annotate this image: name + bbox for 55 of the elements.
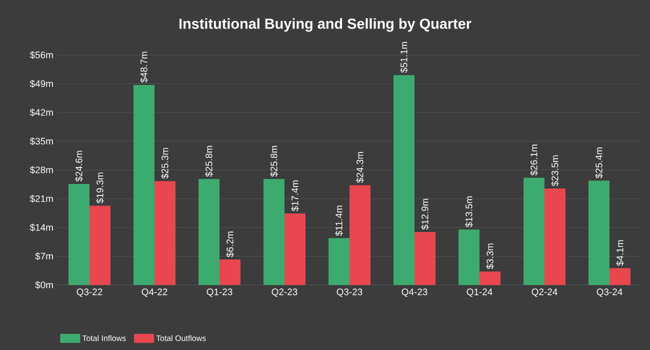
x-tick-label: Q3-24 <box>596 288 622 297</box>
y-tick-label: $42m <box>30 108 53 116</box>
data-label: $23.5m <box>551 155 559 186</box>
bar <box>480 271 501 285</box>
data-label: $25.4m <box>595 148 603 178</box>
data-label: $25.8m <box>270 146 278 177</box>
x-tick-label: Q4-23 <box>402 288 428 297</box>
x-tick-label: Q1-24 <box>466 288 492 297</box>
y-tick-label: $21m <box>30 194 53 203</box>
data-label: $11.4m <box>335 206 343 236</box>
bar <box>284 214 306 285</box>
data-label: $4.1m <box>616 240 624 266</box>
bar <box>524 178 545 285</box>
x-tick-label: Q1-23 <box>206 288 232 297</box>
data-label: $3.3m <box>486 244 494 270</box>
data-label: $51.1m <box>400 42 408 73</box>
data-label: $19.3m <box>96 172 104 204</box>
bar <box>198 179 220 285</box>
data-label: $12.9m <box>421 198 429 230</box>
data-label: $17.4m <box>291 180 299 212</box>
bar <box>134 84 155 285</box>
x-tick-label: Q4-22 <box>142 288 168 297</box>
bar <box>588 180 610 285</box>
data-label: $6.2m <box>226 232 234 258</box>
bar <box>68 184 90 285</box>
bar <box>610 268 631 285</box>
data-label: $25.8m <box>205 146 213 177</box>
x-tick-label: Q2-23 <box>272 288 298 297</box>
data-label: $24.6m <box>75 150 83 182</box>
data-label: $26.1m <box>530 144 538 176</box>
data-label: $24.3m <box>356 152 364 183</box>
bar <box>394 75 415 285</box>
x-tick-label: Q3-22 <box>76 288 102 297</box>
bar <box>154 181 176 285</box>
y-tick-label: $0m <box>35 281 53 289</box>
y-tick-label: $28m <box>30 166 53 174</box>
bar <box>328 238 350 285</box>
bar <box>264 179 285 285</box>
y-tick-label: $49m <box>30 80 53 88</box>
bar <box>414 232 436 285</box>
y-tick-label: $35m <box>30 137 53 146</box>
chart-title: Institutional Buying and Selling by Quarter <box>179 18 472 32</box>
bar <box>350 185 371 285</box>
x-tick-label: Q3-23 <box>336 288 362 297</box>
data-label: $48.7m <box>140 52 148 83</box>
data-label: $25.3m <box>161 148 169 179</box>
bar <box>220 260 241 285</box>
bar <box>458 230 480 285</box>
x-tick-label: Q2-24 <box>532 288 558 297</box>
y-tick-label: $56m <box>30 51 53 59</box>
data-label: $13.5m <box>465 196 473 228</box>
bar <box>544 188 566 285</box>
y-tick-label: $14m <box>30 224 53 232</box>
y-tick-label: $7m <box>35 252 53 260</box>
bar <box>90 206 111 285</box>
